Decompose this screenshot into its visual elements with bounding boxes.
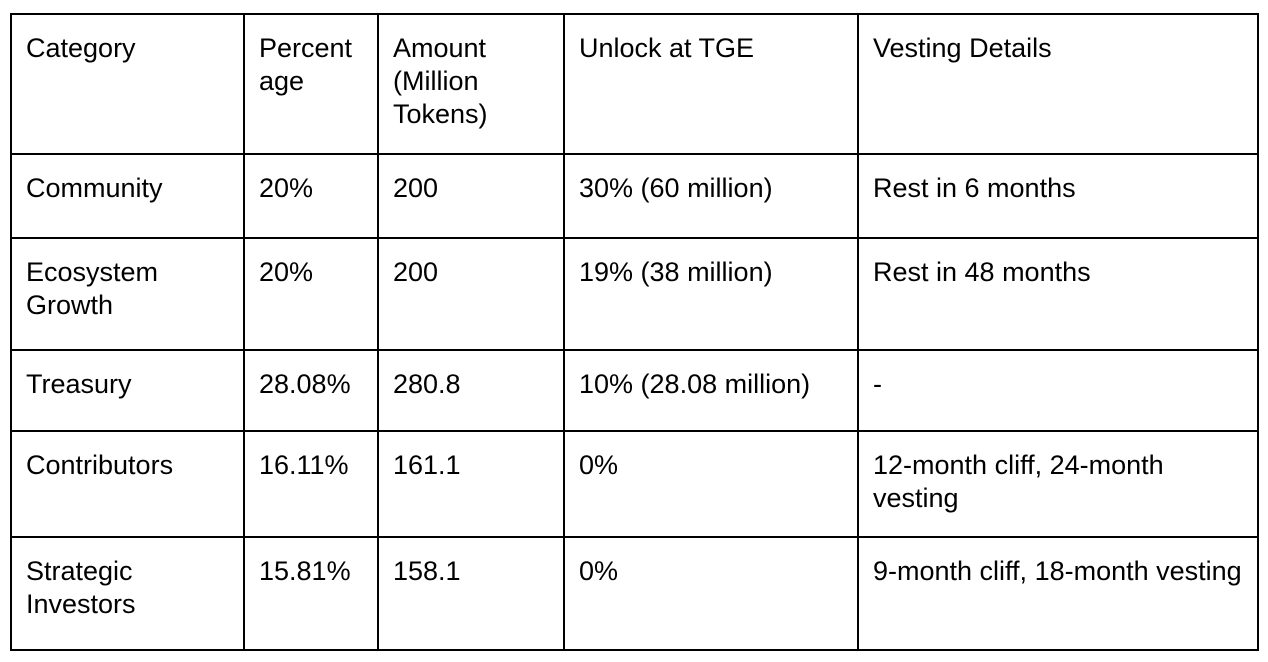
table-cell: - xyxy=(857,349,1259,432)
table-cell: Treasury xyxy=(10,349,245,432)
cell-vesting: Rest in 6 months xyxy=(873,173,1076,203)
cell-unlock: 0% xyxy=(579,556,619,586)
table-cell: Rest in 48 months xyxy=(857,237,1259,351)
cell-category: Strategic Investors xyxy=(26,556,136,619)
cell-amount: 158.1 xyxy=(393,556,461,586)
table-row: Community 20% 200 30% (60 million) Rest … xyxy=(10,153,1259,239)
cell-unlock: 10% (28.08 million) xyxy=(579,369,811,399)
cell-vesting: 12-month cliff, 24-month vesting xyxy=(873,450,1164,513)
cell-vesting: - xyxy=(873,369,882,399)
header-vesting: Vesting Details xyxy=(873,33,1052,63)
cell-percentage: 20% xyxy=(259,257,314,287)
table-cell: 200 xyxy=(377,237,565,351)
table-cell: 9-month cliff, 18-month vesting xyxy=(857,536,1259,651)
table-cell: 19% (38 million) xyxy=(563,237,859,351)
cell-amount: 200 xyxy=(393,173,439,203)
token-allocation-table: Category Percent age Amount (Million Tok… xyxy=(10,13,1259,651)
table-cell: 12-month cliff, 24-month vesting xyxy=(857,430,1259,538)
cell-amount: 280.8 xyxy=(393,369,461,399)
header-cell-vesting: Vesting Details xyxy=(857,13,1259,155)
cell-percentage: 16.11% xyxy=(259,450,349,480)
cell-amount: 161.1 xyxy=(393,450,461,480)
table-cell: 161.1 xyxy=(377,430,565,538)
table-cell: 280.8 xyxy=(377,349,565,432)
cell-category: Ecosystem Growth xyxy=(26,257,159,320)
table-cell: Community xyxy=(10,153,245,239)
table-row: Strategic Investors 15.81% 158.1 0% 9-mo… xyxy=(10,536,1259,651)
table-cell: 0% xyxy=(563,536,859,651)
table-row: Treasury 28.08% 280.8 10% (28.08 million… xyxy=(10,349,1259,432)
cell-vesting: Rest in 48 months xyxy=(873,257,1091,287)
header-category: Category xyxy=(26,33,136,63)
table-cell: 158.1 xyxy=(377,536,565,651)
header-percentage: Percent age xyxy=(259,33,353,96)
cell-category: Treasury xyxy=(26,369,132,399)
cell-category: Community xyxy=(26,173,163,203)
table-cell: Rest in 6 months xyxy=(857,153,1259,239)
cell-category: Contributors xyxy=(26,450,174,480)
cell-unlock: 30% (60 million) xyxy=(579,173,773,203)
header-amount: Amount (Million Tokens) xyxy=(393,33,488,129)
cell-percentage: 20% xyxy=(259,173,314,203)
table-cell: 0% xyxy=(563,430,859,538)
header-cell-unlock: Unlock at TGE xyxy=(563,13,859,155)
table-row: Contributors 16.11% 161.1 0% 12-month cl… xyxy=(10,430,1259,538)
cell-amount: 200 xyxy=(393,257,439,287)
table-cell: Ecosystem Growth xyxy=(10,237,245,351)
table-cell: Strategic Investors xyxy=(10,536,245,651)
header-cell-category: Category xyxy=(10,13,245,155)
header-unlock: Unlock at TGE xyxy=(579,33,755,63)
header-cell-percentage: Percent age xyxy=(243,13,379,155)
cell-unlock: 19% (38 million) xyxy=(579,257,773,287)
table-header-row: Category Percent age Amount (Million Tok… xyxy=(10,13,1259,155)
table-row: Ecosystem Growth 20% 200 19% (38 million… xyxy=(10,237,1259,351)
cell-percentage: 15.81% xyxy=(259,556,351,586)
table-cell: 15.81% xyxy=(243,536,379,651)
table-cell: 30% (60 million) xyxy=(563,153,859,239)
table-cell: 200 xyxy=(377,153,565,239)
cell-vesting: 9-month cliff, 18-month vesting xyxy=(873,556,1242,586)
table-cell: 16.11% xyxy=(243,430,379,538)
cell-unlock: 0% xyxy=(579,450,619,480)
table-cell: 20% xyxy=(243,153,379,239)
cell-percentage: 28.08% xyxy=(259,369,351,399)
header-cell-amount: Amount (Million Tokens) xyxy=(377,13,565,155)
table-cell: Contributors xyxy=(10,430,245,538)
table-cell: 20% xyxy=(243,237,379,351)
table-cell: 28.08% xyxy=(243,349,379,432)
table-cell: 10% (28.08 million) xyxy=(563,349,859,432)
